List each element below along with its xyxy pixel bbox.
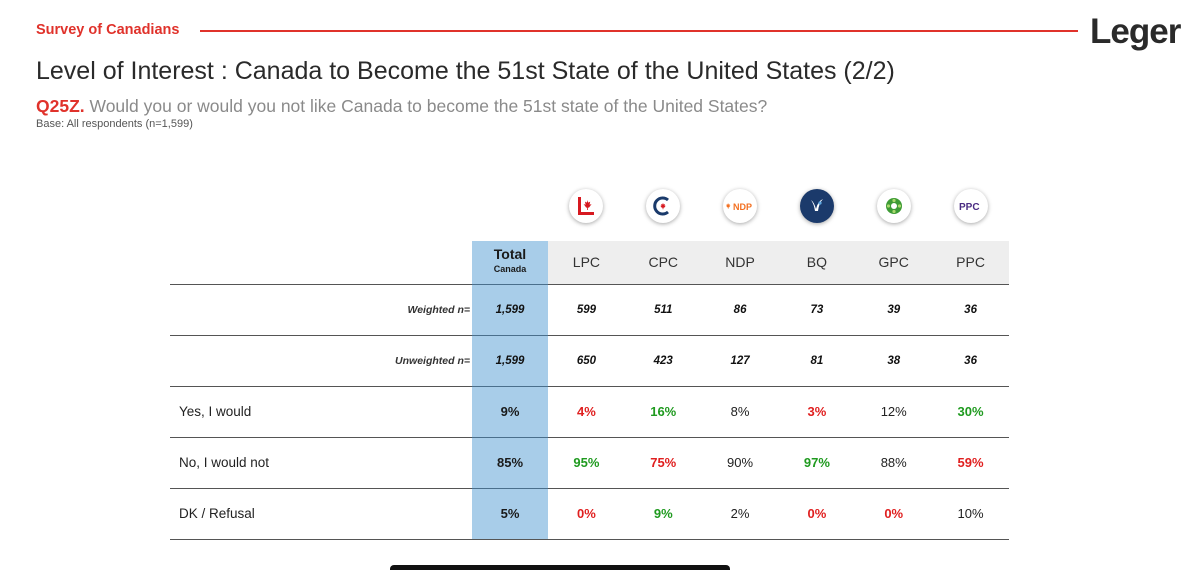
question-body: Would you or would you not like Canada t… — [84, 96, 768, 116]
base-note: Base: All respondents (n=1,599) — [36, 118, 193, 130]
party-icons-row: NDP PPC — [548, 186, 1009, 226]
header-ndp: NDP — [701, 241, 779, 284]
value-cell-ndp: 127 — [701, 334, 779, 386]
value-cell-lpc: 650 — [548, 334, 625, 386]
value-cell-cpc: 423 — [624, 334, 702, 386]
header-total: Total Canada — [472, 241, 548, 284]
row-label: Weighted n= — [170, 283, 472, 335]
value-cell-ndp: 90% — [701, 436, 779, 488]
value-cell-ppc: 36 — [932, 334, 1009, 386]
bloc-logo-icon — [799, 189, 834, 223]
leger-logo: Leger — [1090, 10, 1181, 66]
value-cell-ndp: 8% — [701, 385, 779, 437]
header-gpc: GPC — [855, 241, 933, 284]
value-cell-gpc: 39 — [855, 283, 933, 335]
total-label: Total — [493, 246, 527, 263]
total-cell: 9% — [472, 385, 548, 437]
value-cell-gpc: 38 — [855, 334, 933, 386]
yes-row: Yes, I would 9% 4% 16% 8% 3% 12% 30% — [170, 385, 1009, 437]
question-id: Q25Z. — [36, 96, 85, 116]
ndp-logo-icon: NDP — [723, 189, 758, 223]
table-body: Weighted n= 1,599 599 511 86 73 39 36 Unweighted… — [170, 283, 1009, 540]
liberal-logo-icon — [569, 189, 604, 223]
value-cell-lpc: 4% — [548, 385, 625, 437]
value-cell-bq: 97% — [778, 436, 856, 488]
value-cell-cpc: 9% — [624, 487, 702, 540]
row-label: DK / Refusal — [170, 487, 472, 540]
header-lpc: LPC — [548, 241, 625, 284]
ppc-logo-text: PPC — [959, 202, 980, 213]
value-cell-ndp: 2% — [701, 487, 779, 540]
no-row: No, I would not 85% 95% 75% 90% 97% 88% 59% — [170, 436, 1009, 488]
value-cell-ppc: 30% — [932, 385, 1009, 437]
weighted-n-row: Weighted n= 1,599 599 511 86 73 39 36 — [170, 283, 1009, 335]
value-cell-ppc: 36 — [932, 283, 1009, 335]
value-cell-lpc: 95% — [548, 436, 625, 488]
value-cell-ndp: 86 — [701, 283, 779, 335]
total-sublabel: Canada — [493, 264, 527, 275]
value-cell-bq: 73 — [778, 283, 856, 335]
ppc-logo-icon: PPC — [953, 189, 988, 223]
value-cell-gpc: 88% — [855, 436, 933, 488]
value-cell-lpc: 599 — [548, 283, 625, 335]
total-cell: 5% — [472, 487, 548, 540]
results-table: Total Canada LPC CPC NDP BQ GPC PPC Weigh… — [170, 241, 1009, 540]
total-cell: 85% — [472, 436, 548, 488]
table-header-row: Total Canada LPC CPC NDP BQ GPC PPC — [170, 241, 1009, 284]
value-cell-cpc: 16% — [624, 385, 702, 437]
value-cell-gpc: 0% — [855, 487, 933, 540]
header-rule — [200, 30, 1078, 32]
bottom-bar — [390, 565, 730, 570]
value-cell-bq: 81 — [778, 334, 856, 386]
logo-text: Leger — [1090, 12, 1181, 51]
row-label: No, I would not — [170, 436, 472, 488]
value-cell-ppc: 10% — [932, 487, 1009, 540]
value-cell-bq: 3% — [778, 385, 856, 437]
header-bq: BQ — [778, 241, 856, 284]
conservative-logo-icon — [646, 189, 681, 223]
green-logo-icon — [876, 189, 911, 223]
value-cell-bq: 0% — [778, 487, 856, 540]
row-label: Yes, I would — [170, 385, 472, 437]
value-cell-ppc: 59% — [932, 436, 1009, 488]
survey-label: Survey of Canadians — [36, 22, 180, 38]
ndp-logo-text: NDP — [733, 202, 752, 212]
dk-refusal-row: DK / Refusal 5% 0% 9% 2% 0% 0% 10% — [170, 487, 1009, 540]
total-cell: 1,599 — [472, 334, 548, 386]
header-blank-cell — [170, 241, 472, 284]
value-cell-cpc: 511 — [624, 283, 702, 335]
unweighted-n-row: Unweighted n= 1,599 650 423 127 81 38 36 — [170, 334, 1009, 386]
value-cell-gpc: 12% — [855, 385, 933, 437]
value-cell-lpc: 0% — [548, 487, 625, 540]
row-label: Unweighted n= — [170, 334, 472, 386]
header-cpc: CPC — [624, 241, 702, 284]
value-cell-cpc: 75% — [624, 436, 702, 488]
header-ppc: PPC — [932, 241, 1009, 284]
page-title: Level of Interest : Canada to Become the… — [36, 57, 895, 85]
total-cell: 1,599 — [472, 283, 548, 335]
question-text: Q25Z. Would you or would you not like Ca… — [36, 96, 767, 117]
